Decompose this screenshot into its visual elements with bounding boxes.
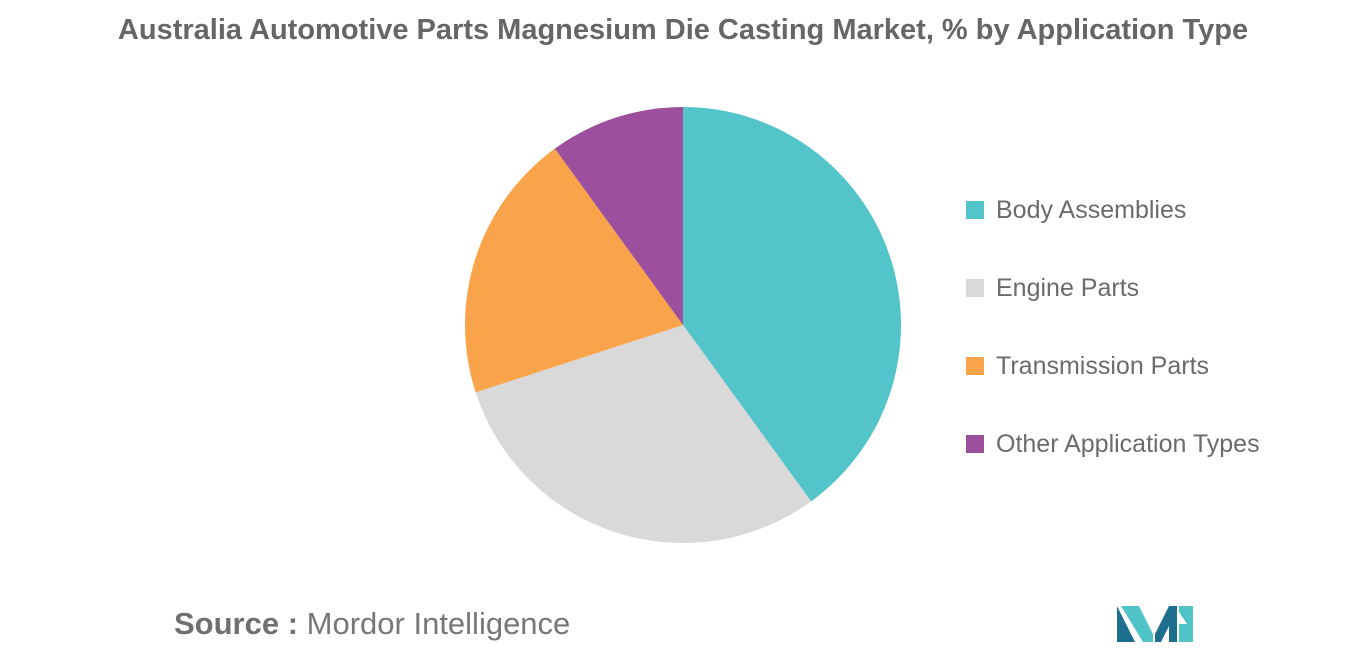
legend-label: Transmission Parts: [996, 351, 1210, 380]
source-text: Mordor Intelligence: [306, 606, 571, 641]
pie-slice-transmission-parts: [464, 148, 683, 393]
legend-swatch: [966, 357, 984, 375]
legend-swatch: [966, 435, 984, 453]
legend-item: Engine Parts: [966, 270, 1260, 306]
legend-item: Other Application Types: [966, 426, 1260, 462]
legend-label: Engine Parts: [996, 273, 1140, 302]
legend-label: Other Application Types: [996, 429, 1260, 458]
source-label: Source :: [174, 606, 299, 641]
pie-slice-body-assemblies: [683, 107, 901, 502]
legend-swatch: [966, 201, 984, 219]
pie-slice-engine-parts: [475, 325, 812, 544]
legend-label: Body Assemblies: [996, 195, 1187, 224]
chart-title: Australia Automotive Parts Magnesium Die…: [117, 14, 1249, 46]
mordor-intelligence-logo-icon: [1117, 606, 1193, 642]
source-note: Source : Mordor Intelligence: [174, 606, 570, 642]
legend-item: Transmission Parts: [966, 348, 1260, 384]
pie-slice-other-application-types: [554, 107, 683, 325]
legend-item: Body Assemblies: [966, 192, 1260, 228]
legend-swatch: [966, 279, 984, 297]
chart-legend: Body Assemblies Engine Parts Transmission …: [966, 192, 1260, 504]
